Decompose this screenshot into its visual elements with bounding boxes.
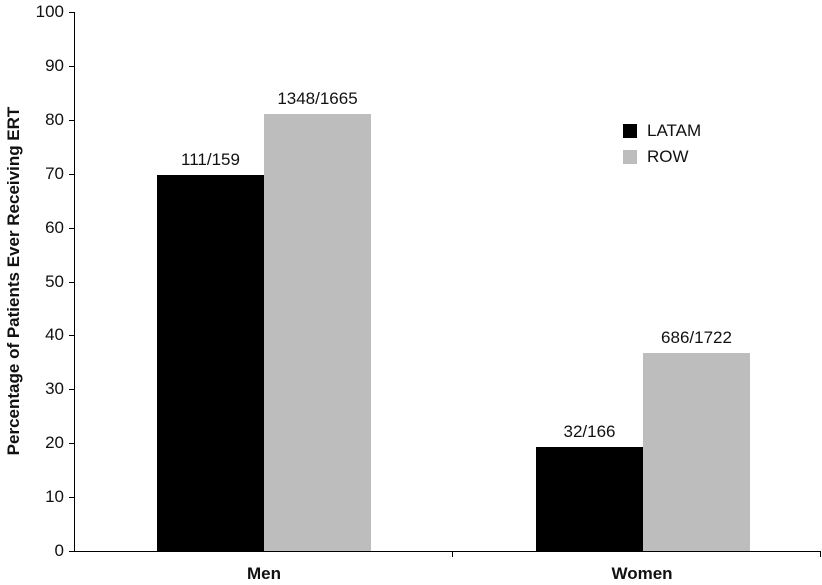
bar-data-label: 32/166 — [563, 421, 616, 441]
bar-data-label: 1348/1665 — [277, 89, 358, 109]
bar-men-row — [264, 114, 371, 551]
y-axis-tick — [69, 228, 75, 229]
legend-item-row: ROW — [623, 144, 701, 170]
bar-men-latam — [157, 174, 264, 551]
x-axis-line — [74, 551, 821, 552]
y-axis-tick — [69, 389, 75, 390]
y-tick-label: 20 — [45, 433, 64, 452]
legend-item-latam: LATAM — [623, 118, 701, 144]
y-axis-tick — [69, 120, 75, 121]
legend: LATAM ROW — [623, 118, 701, 170]
x-axis-tick — [452, 551, 453, 557]
legend-swatch-row-icon — [623, 150, 637, 164]
y-axis-tick — [69, 174, 75, 175]
y-tick-label: 70 — [45, 164, 64, 183]
legend-label: ROW — [647, 147, 689, 166]
x-axis-tick — [820, 551, 821, 557]
y-axis-tick — [69, 12, 75, 13]
y-axis-tick — [69, 443, 75, 444]
y-axis-tick — [69, 335, 75, 336]
y-tick-label: 90 — [45, 56, 64, 75]
bar-data-label: 686/1722 — [661, 328, 732, 348]
category-label-men: Men — [247, 564, 281, 583]
y-axis-tick — [69, 551, 75, 552]
y-axis-line — [74, 12, 75, 552]
y-axis-tick — [69, 66, 75, 67]
y-tick-label: 0 — [54, 541, 64, 560]
bar-data-label: 111/159 — [181, 149, 240, 169]
category-label-women: Women — [611, 564, 673, 583]
y-tick-label: 10 — [45, 487, 64, 506]
y-tick-label: 100 — [35, 2, 64, 21]
y-tick-label: 80 — [45, 110, 64, 129]
bar-women-latam — [536, 446, 643, 551]
y-axis-tick — [69, 497, 75, 498]
bar-women-row — [643, 353, 750, 551]
legend-label: LATAM — [647, 121, 702, 140]
legend-swatch-latam-icon — [623, 124, 637, 138]
y-axis-tick — [69, 282, 75, 283]
y-tick-label: 30 — [45, 379, 64, 398]
y-tick-label: 50 — [45, 272, 64, 291]
y-tick-label: 60 — [45, 218, 64, 237]
y-tick-label: 40 — [45, 325, 64, 344]
